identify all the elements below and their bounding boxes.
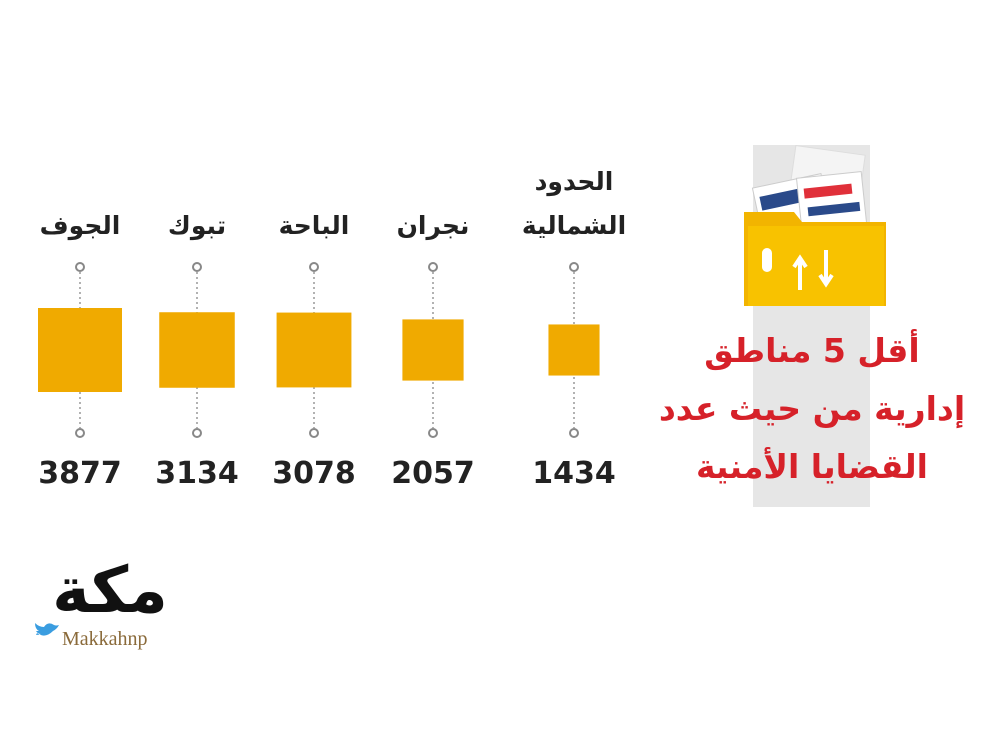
category-label: نجران <box>396 211 470 240</box>
logo-handle: Makkahnp <box>62 628 148 650</box>
square <box>159 312 235 388</box>
twitter-icon <box>35 623 59 636</box>
title-line: أقل 5 مناطق <box>704 329 919 371</box>
dot <box>309 428 319 438</box>
dot <box>75 428 85 438</box>
dot <box>569 428 579 438</box>
dot <box>428 262 438 272</box>
category-label: الباحة <box>278 211 350 240</box>
value-label: 2057 <box>391 456 475 491</box>
dot <box>428 428 438 438</box>
dot <box>192 262 202 272</box>
logo-name: مكة <box>52 554 168 628</box>
value-label: 3134 <box>155 456 239 491</box>
value-label: 3877 <box>38 456 122 491</box>
category-label: الجوف <box>39 211 121 240</box>
square <box>38 308 122 392</box>
dot <box>569 262 579 272</box>
logo: مكة Makkahnp <box>35 554 168 650</box>
value-label: 3078 <box>272 456 356 491</box>
value-label: 1434 <box>532 456 616 491</box>
folder-icon <box>744 144 886 306</box>
dot <box>309 262 319 272</box>
square <box>402 319 464 381</box>
dot <box>192 428 202 438</box>
title-line: القضايا الأمنية <box>696 446 928 486</box>
category-label: تبوك <box>167 211 227 240</box>
title-line: إدارية من حيث عدد <box>659 389 965 429</box>
square <box>276 312 352 388</box>
dot <box>75 262 85 272</box>
category-label: الحدود الشمالية <box>521 167 627 240</box>
square <box>548 324 600 376</box>
